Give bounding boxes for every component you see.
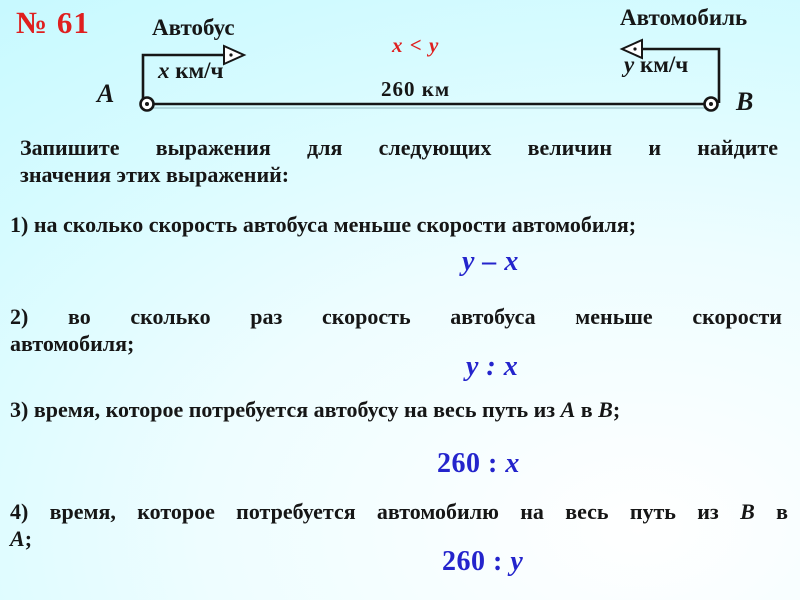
item-4-text: 4) время, которое потребуется автомобилю…	[10, 498, 788, 552]
item-4-point-b: B	[740, 499, 755, 524]
item-4-line-2-end: ;	[24, 526, 33, 551]
inequality-label: x < y	[392, 33, 440, 57]
point-b-label: B	[736, 87, 754, 116]
bus-speed-unit: км/ч	[169, 58, 224, 83]
item-4-answer: 260 : y	[442, 546, 523, 578]
bus-arrow-line	[141, 53, 225, 103]
bus-speed-variable: x	[158, 58, 170, 83]
car-arrowhead-left-icon	[619, 38, 643, 60]
item-1-answer-expression: y – x	[462, 246, 519, 277]
point-a-label: A	[97, 79, 115, 108]
item-4-answer-variable: y	[510, 546, 524, 577]
bus-speed-label: x км/ч	[158, 58, 224, 84]
item-4-tail: в	[754, 499, 788, 524]
item-3-text: 3) время, которое потребуется автобусу н…	[10, 396, 790, 423]
car-arrow-line	[641, 47, 721, 103]
item-2-line-1: 2) во сколько раз скорость автобуса мень…	[10, 304, 782, 329]
route-diagram	[139, 38, 721, 112]
item-3-prefix: 3) время, которое потребуется автобусу н…	[10, 397, 561, 422]
item-2-answer-expression: y : x	[466, 351, 519, 382]
item-3-answer-variable: x	[505, 448, 520, 479]
item-1-text: 1) на сколько скорость автобуса меньше с…	[10, 212, 637, 237]
bus-label: Автобус	[152, 15, 235, 40]
item-2-line-2: автомобиля;	[10, 331, 135, 356]
item-4-line-1: 4) время, которое потребуется автомобилю…	[10, 498, 788, 525]
car-speed-unit: км/ч	[634, 52, 689, 77]
item-3-point-a: A	[560, 397, 576, 422]
car-speed-variable: y	[624, 52, 635, 77]
item-3-end: ;	[612, 397, 621, 422]
item-3-answer: 260 : x	[437, 448, 520, 480]
intro-paragraph: Запишите выражения для следующих величин…	[20, 134, 778, 188]
car-label: Автомобиль	[620, 5, 748, 30]
item-4-point-a: A	[10, 526, 25, 551]
intro-line-2: значения этих выражений:	[20, 162, 290, 187]
item-2-answer: y : x	[466, 351, 518, 383]
bus-arrowhead-right-icon	[223, 44, 247, 66]
item-3-mid: в	[575, 397, 599, 422]
problem-number: № 61	[16, 5, 90, 40]
item-4-answer-number: 260 :	[442, 546, 511, 577]
distance-label: 260 км	[381, 77, 451, 101]
car-arrowhead-dot	[633, 47, 637, 51]
item-4-prefix: 4) время, которое потребуется автомобилю…	[10, 499, 741, 524]
item-3-answer-number: 260 :	[437, 448, 506, 479]
point-b-marker-center	[709, 102, 713, 106]
item-4-line-2: A;	[10, 525, 788, 552]
item-2-text: 2) во сколько раз скорость автобуса мень…	[10, 303, 782, 357]
intro-line-1: Запишите выражения для следующих величин…	[20, 135, 778, 160]
item-1-answer: y – x	[462, 246, 519, 278]
car-speed-label: y км/ч	[624, 52, 688, 78]
point-a-marker-center	[145, 102, 149, 106]
item-3-point-b: B	[598, 397, 613, 422]
bus-arrowhead-dot	[229, 53, 233, 57]
